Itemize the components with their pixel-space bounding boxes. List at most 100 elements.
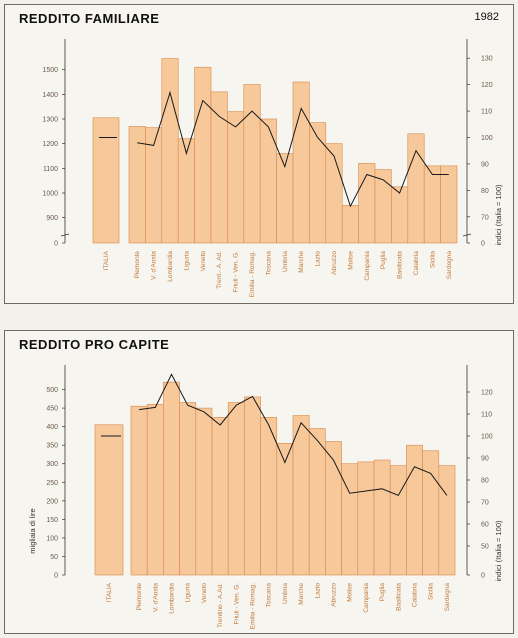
category-label: Campania [363,583,370,613]
y-tick-label: 1500 [42,67,58,74]
y2-axis-title: indici (Italia = 100) [494,184,503,246]
bar-veneto [194,66,212,244]
category-label: Friuli - Ven. G. [233,251,240,293]
bar-sardegna [438,465,456,576]
y-tick-label: 1400 [42,92,58,99]
index-line [139,373,448,497]
category-label: Toscana [266,583,273,608]
category-label: Marche [298,583,305,605]
category-label: Umbria [282,583,289,604]
category-label: Veneto [200,251,207,272]
bar-liguria [179,402,197,576]
y-tick-label: 1200 [42,141,58,148]
bar-toscana [260,417,278,576]
reddito-pro-capite-chart: 0 50 100 150 200 250 300 350 400 450 500 0 50 60 70 80 9… [28,365,503,629]
category-label: Molise [347,251,354,270]
category-label: Friuli - Ven. G. [233,583,240,625]
axis2-break-mark [462,233,472,237]
bar-puglia [374,169,392,244]
y-tick-label: 1300 [42,117,58,124]
reddito-pro-capite-panel: REDDITO PRO CAPITE 0 50 100 150 200 250 300 350… [4,330,514,634]
y-axis-title: migliaia di lire [28,508,37,553]
y2-tick-label: 120 [481,390,493,397]
y-tick-label: 1100 [43,166,58,173]
bar-calabria [406,444,423,576]
y-tick-label: 150 [46,517,58,524]
reddito-familiare-chart: 0 900 1000 1100 1200 1300 1400 1500 0 70 80 90 100 11… [42,39,503,297]
category-label: Puglia [379,583,386,601]
category-label: Calabria [412,583,419,608]
bar-puglia [373,459,391,576]
bar-trentino-a-ad- [211,417,229,576]
category-label: Campania [364,251,371,281]
category-label: Lombardia [167,251,174,282]
bar-veneto [195,407,213,576]
category-label: Lombardia [169,583,176,614]
bar-italia [94,424,124,576]
y-tick-label: 0 [54,241,58,248]
bar-molise [341,463,359,576]
category-label: Piemonte [136,583,143,611]
bar-lazio [308,428,326,576]
y-tick-label: 50 [50,554,58,561]
axis-break-mark [60,233,70,237]
y2-tick-label: 100 [481,434,493,441]
category-label: Basilicata [397,251,404,279]
bar-toscana [259,118,277,244]
category-label: Sicilia [428,583,435,600]
category-label: Marche [298,251,305,273]
y-tick-label: 500 [46,387,58,394]
category-label: Veneto [201,583,208,604]
y2-tick-label: 90 [481,161,489,168]
category-label: ITALIA [106,582,113,602]
chart-title-familiare: REDDITO FAMILIARE [19,11,160,26]
y-tick-label: 100 [46,535,58,542]
y-tick-label: 200 [46,498,58,505]
bar-trent-a-ad- [210,91,228,244]
category-label: Sardegna [444,583,451,612]
category-label: Sicilia [429,251,436,268]
bar-abruzzo [325,441,342,576]
y2-tick-label: 0 [481,573,485,580]
category-label: Liguria [185,583,192,603]
y2-tick-label: 70 [481,214,489,221]
bar-lazio [309,122,327,244]
category-label: Liguria [183,251,190,271]
y2-tick-label: 60 [481,522,489,529]
y2-tick-label: 120 [481,82,493,89]
category-label: Lazio [314,583,321,599]
bar-sardegna [440,165,458,244]
reddito-familiare-panel: REDDITO FAMILIARE 1982 0 900 1000 1100 1200 1… [4,4,514,304]
category-label: Emilia - Romag. [250,583,257,629]
bar-friuli-ven-g- [227,402,245,576]
index-line [137,90,449,208]
category-label: Umbria [282,251,289,272]
bar-piemonte [130,405,148,576]
category-label: Emilia - Romag. [249,251,256,297]
bar-basilicata [391,186,409,244]
bar-campania [357,461,375,576]
y2-tick-label: 90 [481,456,489,463]
category-label: V. d'Aosta [152,583,159,612]
y2-tick-label: 110 [481,412,492,419]
chart-year: 1982 [474,11,499,23]
bar-friuli-ven-g- [227,111,245,244]
bar-emilia-romag- [243,84,261,244]
category-label: Sardegna [446,251,453,280]
y-tick-label: 900 [46,215,58,222]
category-label: Basilicata [395,583,402,611]
y-tick-label: 250 [46,480,58,487]
y-tick-label: 400 [46,424,58,431]
category-label: Trent.- A. Ad. [216,251,223,289]
category-label: Piemonte [134,251,141,279]
y2-tick-label: 50 [481,544,489,551]
category-label: Puglia [380,251,387,269]
bar-lombardia [163,381,180,576]
y2-axis-title: indici (Italia = 100) [494,520,503,582]
category-label: Molise [347,583,354,602]
bar-sicilia [422,450,440,576]
bar-abruzzo [325,143,343,244]
bar-v-d-aosta [146,404,164,576]
y-tick-label: 300 [46,461,58,468]
y2-tick-label: 100 [481,135,493,142]
